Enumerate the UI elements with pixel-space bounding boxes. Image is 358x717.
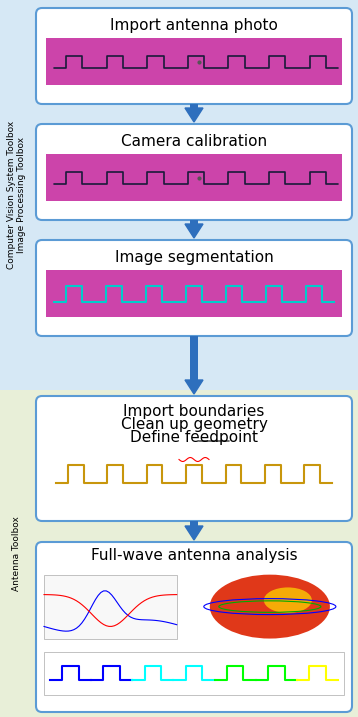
FancyBboxPatch shape <box>0 390 358 717</box>
FancyBboxPatch shape <box>44 575 177 640</box>
FancyBboxPatch shape <box>46 270 342 317</box>
Text: Image Processing Toolbox: Image Processing Toolbox <box>18 137 26 253</box>
Text: Full-wave antenna analysis: Full-wave antenna analysis <box>91 548 297 563</box>
FancyBboxPatch shape <box>36 240 352 336</box>
Text: Import antenna photo: Import antenna photo <box>110 18 278 33</box>
Polygon shape <box>185 224 203 238</box>
FancyBboxPatch shape <box>190 104 198 108</box>
FancyBboxPatch shape <box>190 521 198 526</box>
Ellipse shape <box>264 587 312 613</box>
Text: Antenna Toolbox: Antenna Toolbox <box>13 516 21 591</box>
FancyBboxPatch shape <box>0 0 358 390</box>
Ellipse shape <box>210 574 330 639</box>
FancyBboxPatch shape <box>44 652 344 695</box>
FancyBboxPatch shape <box>190 336 198 380</box>
Text: Define feedpoint: Define feedpoint <box>130 430 258 445</box>
Text: Computer Vision System Toolbox: Computer Vision System Toolbox <box>8 121 16 269</box>
Text: Image segmentation: Image segmentation <box>115 250 274 265</box>
FancyBboxPatch shape <box>46 38 342 85</box>
Text: Clean up geometry: Clean up geometry <box>121 417 267 432</box>
Polygon shape <box>185 108 203 122</box>
Text: Camera calibration: Camera calibration <box>121 134 267 149</box>
FancyBboxPatch shape <box>36 124 352 220</box>
Polygon shape <box>185 526 203 540</box>
Polygon shape <box>185 380 203 394</box>
FancyBboxPatch shape <box>46 154 342 201</box>
Text: Import boundaries: Import boundaries <box>123 404 265 419</box>
FancyBboxPatch shape <box>36 396 352 521</box>
FancyBboxPatch shape <box>190 220 198 224</box>
FancyBboxPatch shape <box>36 8 352 104</box>
FancyBboxPatch shape <box>36 542 352 712</box>
